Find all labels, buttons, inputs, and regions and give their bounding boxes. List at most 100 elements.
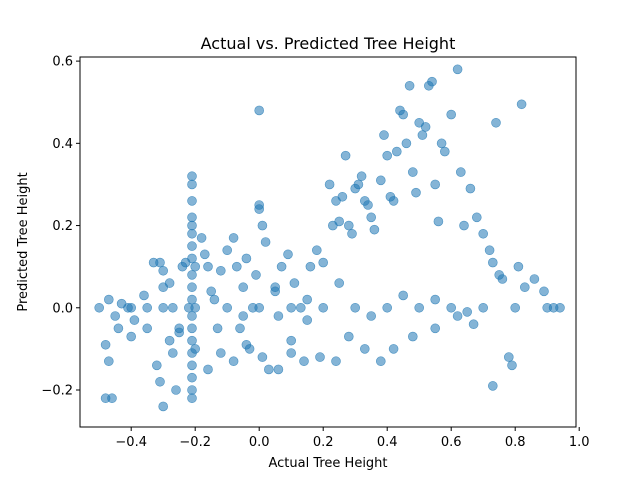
data-point bbox=[190, 302, 200, 313]
data-point bbox=[241, 339, 252, 350]
data-point bbox=[439, 146, 450, 157]
data-point bbox=[555, 302, 565, 313]
data-point bbox=[324, 179, 335, 190]
x-axis: −0.4 −0.2 0.0 0.2 0.4 0.6 0.8 1.0 bbox=[115, 427, 590, 450]
data-point bbox=[379, 130, 389, 140]
data-point bbox=[388, 344, 399, 354]
data-point bbox=[104, 294, 114, 305]
data-point bbox=[302, 294, 313, 305]
data-point bbox=[126, 331, 136, 342]
data-point bbox=[430, 179, 441, 190]
data-point bbox=[539, 286, 549, 297]
data-point bbox=[366, 212, 377, 223]
x-tick-label: −0.4 bbox=[115, 435, 147, 450]
data-point bbox=[203, 364, 213, 375]
data-point bbox=[187, 196, 197, 206]
data-point bbox=[430, 294, 441, 305]
data-point bbox=[388, 196, 399, 206]
y-tick-label: 0.2 bbox=[52, 219, 73, 234]
data-point bbox=[238, 282, 248, 293]
chart-title: Actual vs. Predicted Tree Height bbox=[201, 34, 456, 53]
data-point bbox=[507, 360, 517, 371]
data-point bbox=[228, 233, 239, 243]
data-point bbox=[276, 261, 287, 272]
data-point bbox=[187, 393, 197, 404]
data-point bbox=[359, 344, 370, 354]
data-point bbox=[305, 261, 316, 272]
data-point bbox=[158, 265, 168, 276]
data-point bbox=[369, 224, 380, 235]
data-point bbox=[484, 245, 495, 256]
x-tick-label: 1.0 bbox=[569, 435, 590, 450]
data-point bbox=[200, 249, 210, 260]
data-point bbox=[187, 294, 197, 305]
data-point bbox=[260, 237, 271, 247]
data-point bbox=[382, 302, 393, 313]
data-point bbox=[491, 117, 501, 128]
data-point bbox=[100, 339, 111, 350]
data-point bbox=[382, 150, 393, 161]
data-point bbox=[187, 372, 197, 383]
data-point bbox=[251, 270, 261, 280]
data-point bbox=[283, 249, 293, 260]
data-point bbox=[286, 302, 297, 313]
data-point bbox=[158, 302, 168, 313]
data-point bbox=[299, 356, 309, 367]
data-point bbox=[513, 261, 524, 272]
data-point bbox=[315, 352, 325, 362]
data-point bbox=[174, 327, 184, 338]
data-point bbox=[209, 294, 220, 305]
data-point bbox=[487, 257, 498, 268]
y-axis-label: Predicted Tree Height bbox=[16, 172, 31, 311]
data-point bbox=[311, 245, 322, 256]
data-point bbox=[257, 352, 268, 362]
data-point bbox=[497, 274, 508, 284]
data-point bbox=[238, 311, 248, 321]
data-point bbox=[471, 212, 482, 223]
data-point bbox=[452, 64, 463, 75]
data-point bbox=[334, 216, 345, 227]
data-point bbox=[216, 265, 226, 276]
data-point bbox=[411, 187, 421, 198]
x-tick-label: 0.0 bbox=[249, 435, 270, 450]
data-point bbox=[164, 335, 175, 346]
data-point bbox=[187, 212, 197, 223]
data-point bbox=[478, 228, 489, 239]
data-point bbox=[254, 302, 265, 313]
data-point bbox=[187, 220, 197, 231]
data-point bbox=[203, 261, 213, 272]
data-point bbox=[126, 302, 136, 313]
data-point bbox=[295, 302, 306, 313]
data-point bbox=[420, 122, 431, 132]
data-point bbox=[375, 356, 386, 367]
data-point bbox=[375, 175, 386, 186]
data-point bbox=[478, 302, 489, 313]
data-point bbox=[417, 130, 428, 140]
data-point bbox=[222, 302, 232, 313]
data-point bbox=[356, 171, 367, 182]
x-axis-label: Actual Tree Height bbox=[268, 456, 387, 471]
data-point bbox=[427, 76, 437, 87]
data-point bbox=[129, 315, 140, 325]
data-point bbox=[503, 352, 514, 362]
data-point bbox=[465, 183, 476, 194]
data-point bbox=[187, 253, 197, 264]
data-point bbox=[187, 323, 197, 334]
data-point bbox=[487, 381, 498, 391]
data-point bbox=[331, 356, 341, 367]
data-point bbox=[254, 200, 265, 210]
data-point bbox=[407, 167, 418, 177]
data-point bbox=[232, 261, 242, 272]
x-tick-label: 0.8 bbox=[505, 435, 526, 450]
x-tick-label: 0.4 bbox=[377, 435, 398, 450]
data-point bbox=[168, 348, 178, 358]
data-point bbox=[187, 335, 197, 346]
data-point bbox=[187, 228, 197, 239]
data-point bbox=[363, 200, 373, 210]
data-point bbox=[273, 364, 284, 375]
x-tick-label: 0.6 bbox=[441, 435, 462, 450]
data-point bbox=[436, 138, 447, 149]
data-point bbox=[529, 274, 540, 284]
data-point bbox=[107, 393, 117, 404]
data-point bbox=[401, 138, 412, 149]
